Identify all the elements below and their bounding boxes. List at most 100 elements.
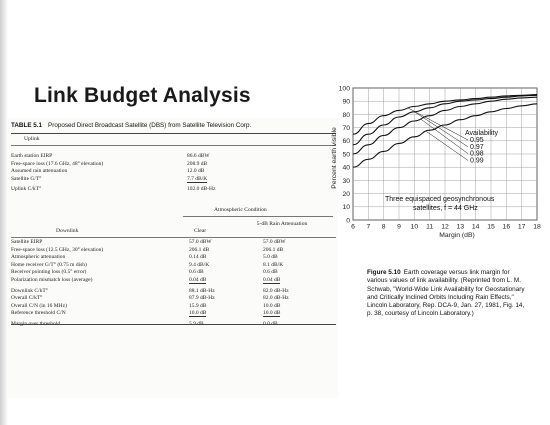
- downlink-param: Downlink C/kT°: [11, 287, 48, 294]
- downlink-param: Reference threshold C/N: [11, 310, 66, 317]
- note-line-1: Three equispaced geosynchronous: [385, 196, 495, 203]
- table-rule: [11, 133, 336, 134]
- availability-label: 0.97: [470, 144, 484, 151]
- x-tick-label: 18: [533, 224, 541, 231]
- downlink-param: Polarization mismatch loss (average): [11, 277, 93, 283]
- downlink-header: Downlink: [56, 228, 79, 234]
- x-tick-label: 8: [382, 224, 386, 231]
- y-tick-label: 60: [342, 138, 350, 145]
- x-tick-label: 16: [503, 224, 511, 231]
- x-tick-label: 17: [518, 224, 526, 231]
- uplink-param: Earth station EIRP: [11, 153, 53, 159]
- downlink-row: Free-space loss (12.5 GHz, 30° elevation…: [11, 247, 336, 254]
- x-tick-label: 15: [487, 224, 495, 231]
- uplink-row: Earth station EIRP 86.6 dBW: [11, 153, 336, 160]
- uplink-value: 102.0 dB-Hz: [187, 186, 216, 193]
- downlink-row: Downlink C/kT° 88.1 dB-Hz 82.0 dB-Hz: [11, 288, 336, 295]
- downlink-clear-value: 88.1 dB-Hz: [189, 287, 215, 294]
- downlink-rain-value: 0.6 dB: [263, 269, 278, 276]
- downlink-param: Atmospheric attenuation: [11, 254, 66, 261]
- uplink-value: 7.7 dB/K: [187, 175, 208, 183]
- availability-leader: [426, 131, 469, 161]
- series-line-0.95: [352, 94, 538, 135]
- downlink-param: Overall C/kT°: [11, 295, 43, 302]
- y-tick-label: 100: [339, 85, 351, 92]
- downlink-clear-value: 0.04 dB: [189, 277, 207, 284]
- y-tick-label: 40: [342, 165, 350, 172]
- table-rule: [183, 216, 333, 217]
- availability-title: Availability: [465, 130, 498, 137]
- uplink-param: Assumed rain attenuation: [11, 168, 68, 175]
- downlink-param: Free-space loss (12.5 GHz, 30° elevation…: [11, 246, 104, 253]
- uplink-row: Uplink C/kT° 102.0 dB-Hz: [11, 186, 336, 193]
- x-axis-label: Margin (dB): [439, 232, 475, 239]
- table-label: TABLE 5.1: [11, 122, 43, 129]
- x-tick-label: 11: [426, 224, 433, 231]
- link-budget-table: TABLE 5.1 Proposed Direct Broadcast Satel…: [8, 118, 338, 398]
- y-tick-label: 0: [346, 217, 350, 224]
- downlink-row: Home receiver G/T° (0.75 m dish) 9.4 dB/K…: [11, 262, 336, 269]
- table-caption-text: Proposed Direct Broadcast Satellite (DBS…: [48, 122, 252, 129]
- figure-label: Figure 5.10: [367, 269, 401, 276]
- series-line-0.98: [352, 96, 538, 155]
- y-tick-label: 10: [342, 204, 350, 211]
- downlink-rain-value: 0.04 dB: [263, 277, 281, 284]
- series-line-0.99: [352, 103, 538, 168]
- uplink-param: Free-space loss (17.6 GHz, 48° elevation…: [11, 160, 104, 167]
- availability-label: 0.98: [470, 151, 484, 158]
- x-tick-label: 13: [457, 224, 465, 231]
- uplink-row: Satellite G/T° 7.7 dB/K: [11, 176, 336, 183]
- x-tick-label: 12: [441, 224, 449, 231]
- y-tick-label: 50: [342, 151, 350, 158]
- downlink-clear-value: 0.14 dB: [189, 254, 207, 261]
- earth-coverage-chart: 0 10 20 30 40 50 60 70 80 90 100 6 7 8 9 10 11 12 13 14 15 16…: [325, 82, 545, 262]
- table-rule: [11, 237, 336, 238]
- downlink-param: Receiver pointing loss (0.5° error): [11, 269, 87, 276]
- uplink-param: Uplink C/kT°: [11, 186, 42, 193]
- note-line-2: satellites, f = 44 GHz: [413, 205, 478, 212]
- x-tick-label: 14: [472, 224, 480, 231]
- x-tick-label: 7: [366, 224, 370, 231]
- availability-leader: [420, 118, 469, 154]
- uplink-header: Uplink: [24, 136, 40, 142]
- uplink-value: 86.6 dBW: [187, 153, 210, 159]
- uplink-value: 12.0 dB: [187, 168, 205, 175]
- chart-svg: 0 10 20 30 40 50 60 70 80 90 100 6 7 8 9 10 11 12 13 14 15 16…: [331, 85, 541, 239]
- series-line-0.97: [352, 94, 538, 146]
- uplink-param: Satellite G/T°: [11, 175, 42, 182]
- uplink-value: 208.9 dB: [187, 160, 208, 167]
- x-tick-label: 10: [411, 224, 419, 231]
- downlink-param: Home receiver G/T° (0.75 m dish): [11, 261, 87, 268]
- table-rule: [11, 145, 336, 146]
- downlink-row: Reference threshold C/N 10.0 dB 10.0 dB: [11, 310, 336, 318]
- downlink-param: Overall C/N (in 16 MHz): [11, 302, 67, 309]
- y-tick-label: 70: [342, 125, 350, 132]
- downlink-clear-value: 87.9 dB-Hz: [189, 295, 215, 302]
- downlink-clear-value: 206.1 dB: [189, 246, 210, 253]
- downlink-row: Atmospheric attenuation 0.14 dB 5.0 dB: [11, 254, 336, 261]
- downlink-rain-value: 5.0 dB: [263, 254, 278, 261]
- downlink-param: Satellite EIRP: [11, 239, 43, 245]
- downlink-row: Polarization mismatch loss (average) 0.04…: [11, 277, 336, 284]
- availability-leader: [408, 107, 469, 141]
- downlink-row: Receiver pointing loss (0.5° error) 0.6 d…: [11, 269, 336, 276]
- downlink-rain-value: 82.0 dB-Hz: [263, 287, 289, 294]
- downlink-rain-value: 206.1 dB: [263, 246, 284, 253]
- uplink-row: Free-space loss (17.6 GHz, 48° elevation…: [11, 161, 336, 168]
- figure-caption: Figure 5.10 Earth coverage versus link ma…: [367, 269, 531, 319]
- downlink-rain-value: 57.0 dBW: [263, 239, 286, 245]
- downlink-clear-value: 9.4 dB/K: [189, 261, 210, 268]
- availability-label: 0.95: [470, 137, 484, 144]
- y-axis-label: Percent earth visible: [331, 127, 338, 189]
- y-tick-label: 80: [342, 112, 350, 119]
- downlink-row: Overall C/N (in 16 MHz) 15.9 dB 10.0 dB: [11, 303, 336, 310]
- uplink-row: Assumed rain attenuation 12.0 dB: [11, 168, 336, 175]
- downlink-row: Satellite EIRP 57.0 dBW 57.0 dBW: [11, 239, 336, 246]
- downlink-row: Overall C/kT° 87.9 dB-Hz 82.0 dB-Hz: [11, 295, 336, 302]
- y-tick-label: 20: [342, 191, 350, 198]
- availability-leader: [414, 111, 469, 148]
- downlink-clear-value: 10.0 dB: [189, 310, 207, 318]
- downlink-rain-value: 10.0 dB: [263, 302, 281, 309]
- downlink-clear-value: 0.6 dB: [189, 269, 204, 276]
